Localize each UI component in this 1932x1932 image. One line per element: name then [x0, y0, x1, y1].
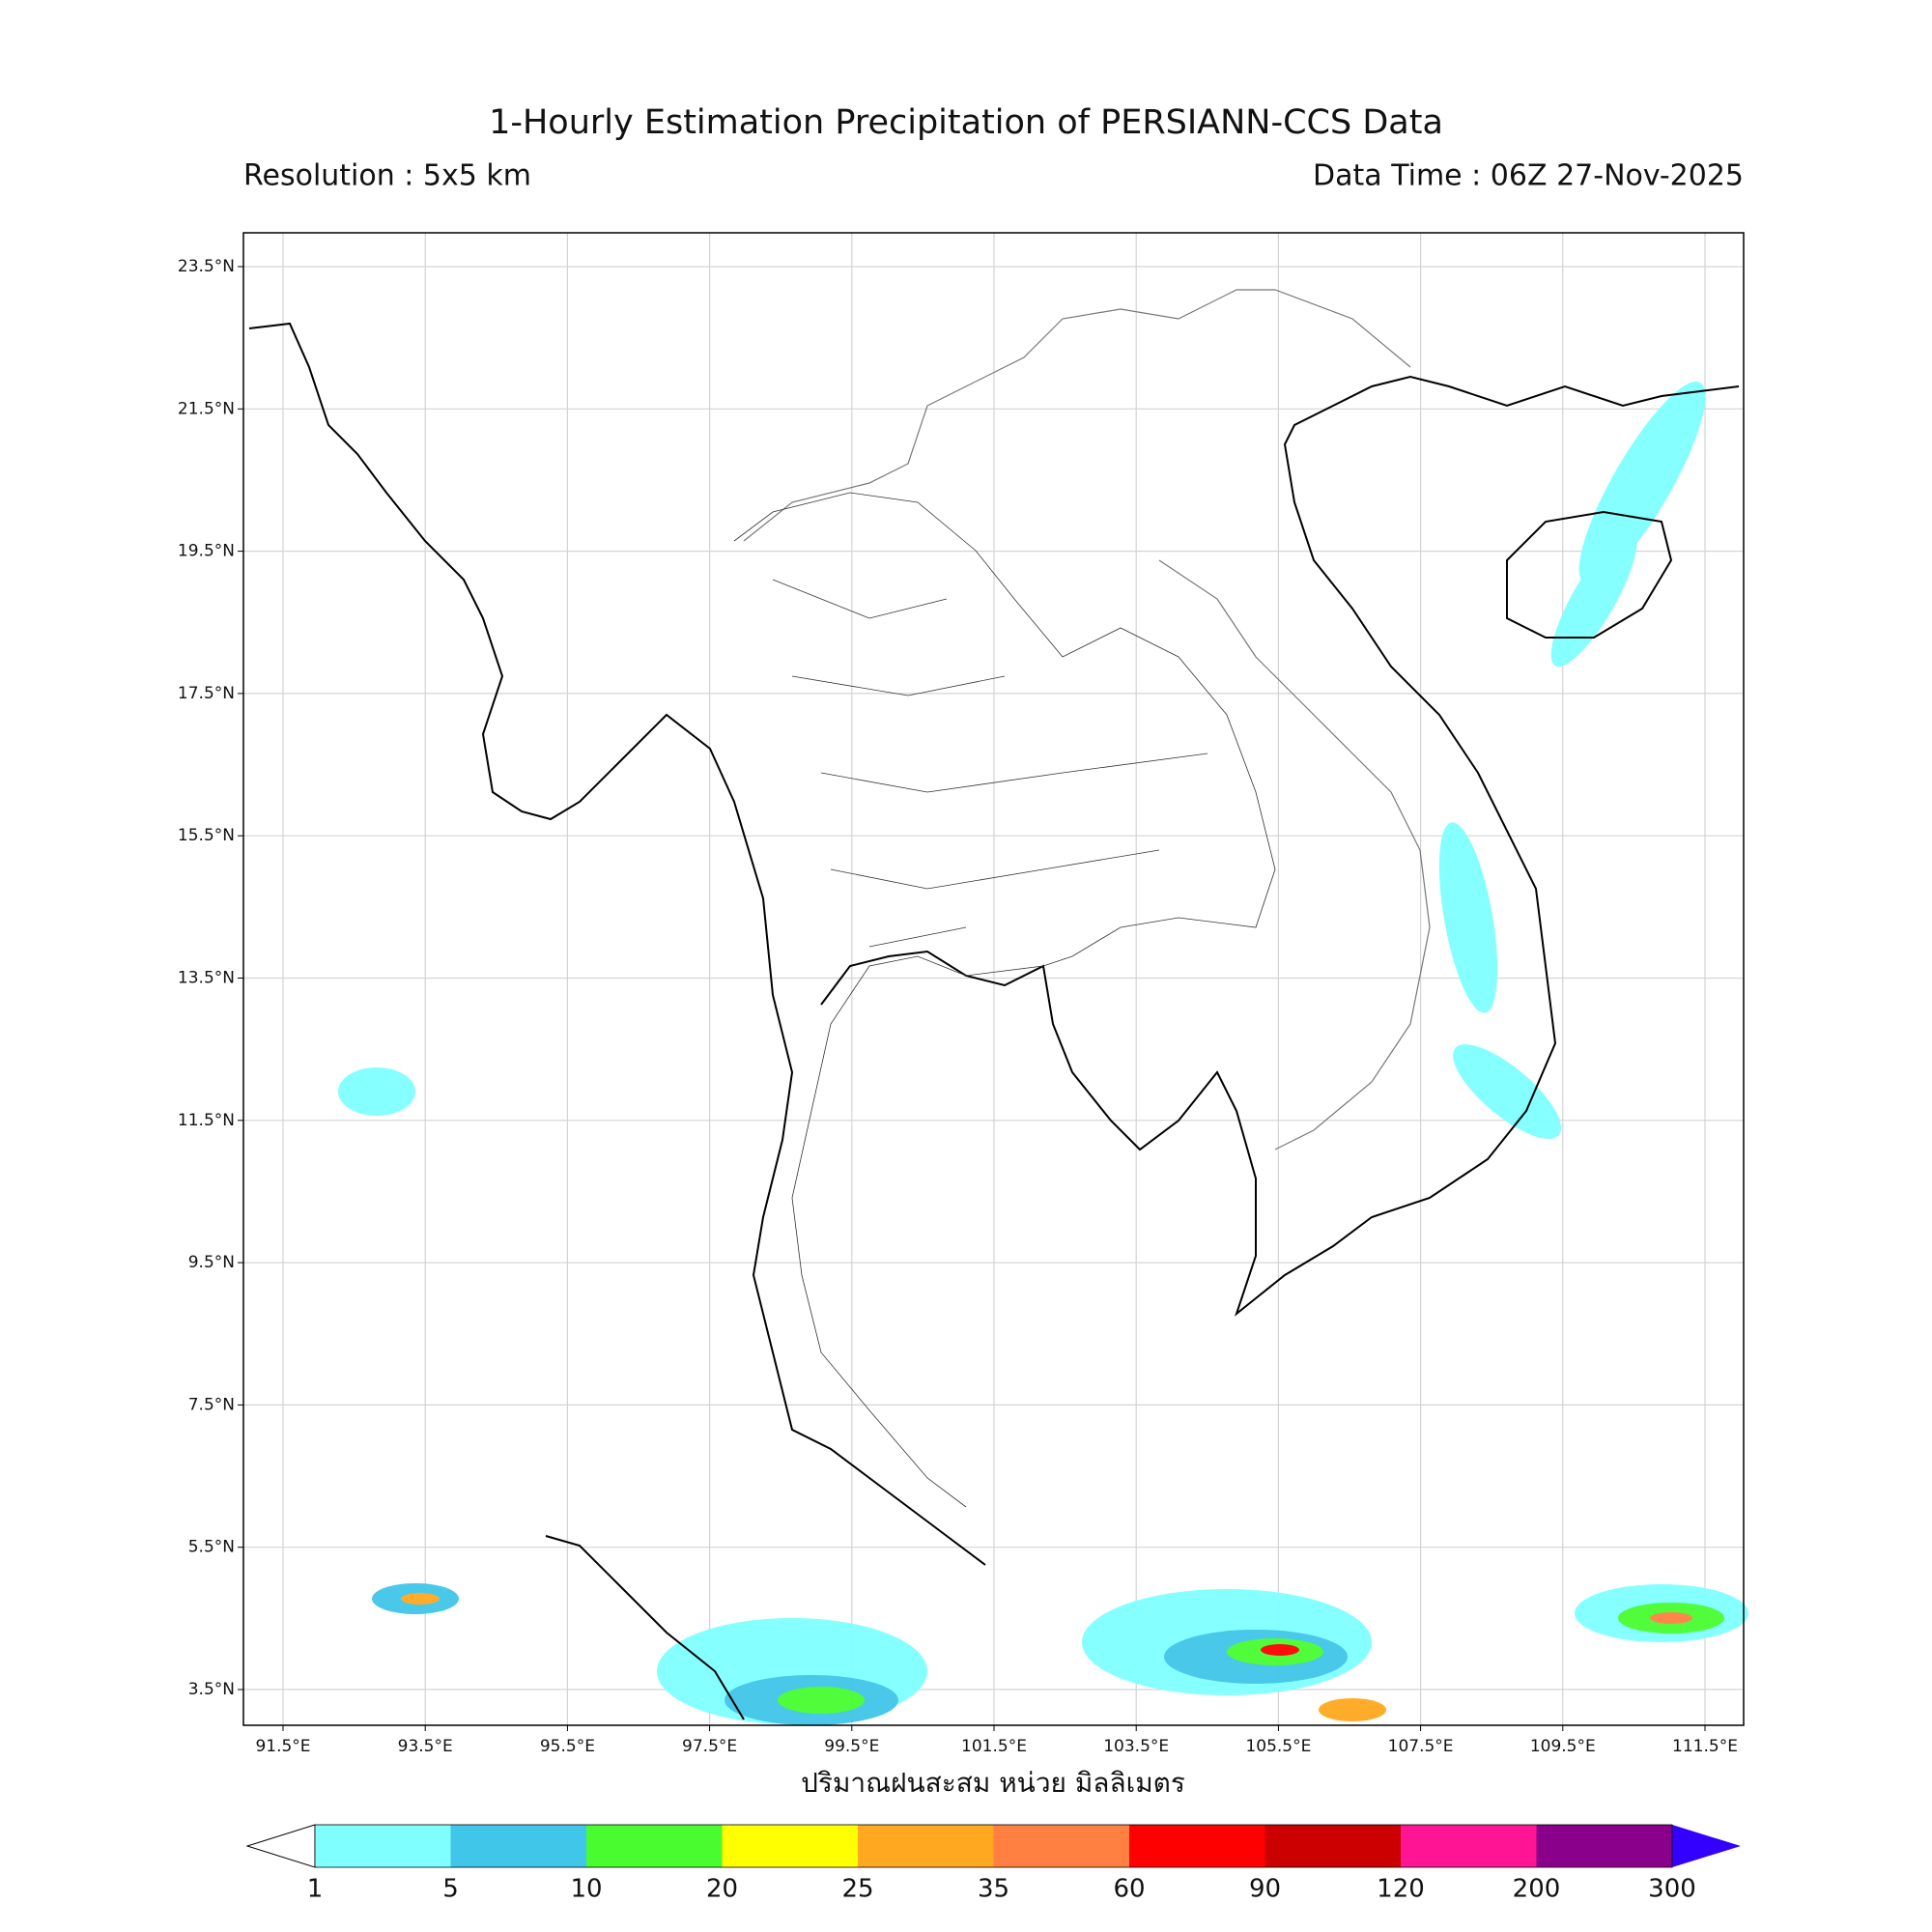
lon-tick-label: 97.5°E	[682, 1737, 737, 1756]
lat-tick-label: 23.5°N	[178, 257, 235, 276]
title: 1-Hourly Estimation Precipitation of PER…	[489, 103, 1443, 142]
rain-area	[1650, 1612, 1692, 1624]
colorbar-segment	[315, 1825, 451, 1867]
colorbar-segment	[993, 1825, 1129, 1867]
colorbar-segment	[1129, 1825, 1265, 1867]
lon-tick-label: 103.5°E	[1103, 1737, 1169, 1756]
colorbar-over	[1672, 1825, 1741, 1867]
lat-tick-label: 13.5°N	[178, 969, 235, 988]
border	[743, 289, 1431, 1151]
coastline	[248, 322, 986, 1566]
colorbar-segment	[722, 1825, 858, 1867]
map-outlines	[248, 289, 1740, 1720]
colorbar: 1 5 10 20 25 35 60 90 120 200 300	[245, 1824, 1741, 1904]
lon-tick-label: 95.5°E	[540, 1737, 595, 1756]
coastline	[545, 1535, 745, 1720]
rain-area	[1261, 1644, 1299, 1656]
colorbar-segment	[1536, 1825, 1672, 1867]
colorbar-label: 1	[307, 1875, 324, 1904]
graticule: 91.5°E 93.5°E 95.5°E 97.5°E 99.5°E 101.5°E 103…	[178, 233, 1744, 1756]
lon-tick-label: 101.5°E	[961, 1737, 1027, 1756]
map-frame	[242, 232, 1745, 1726]
rain-areas	[338, 382, 1748, 1725]
lat-tick-label: 17.5°N	[178, 684, 235, 703]
lon-tick-label: 111.5°E	[1672, 1737, 1738, 1756]
colorbar-segment	[858, 1825, 994, 1867]
lon-tick-label: 99.5°E	[824, 1737, 879, 1756]
lon-tick-label: 91.5°E	[255, 1737, 310, 1756]
rain-area	[1550, 530, 1637, 668]
lat-tick-label: 5.5°N	[188, 1538, 235, 1557]
colorbar-label: 10	[570, 1875, 602, 1904]
rain-area	[401, 1593, 440, 1605]
x-label: ปริมาณฝนสะสม หน่วย มิลลิเมตร	[801, 1767, 1185, 1799]
lat-tick-label: 3.5°N	[188, 1680, 235, 1699]
data-time: Data Time : 06Z 27-Nov-2025	[1313, 159, 1744, 193]
colorbar-segment	[450, 1825, 586, 1867]
colorbar-segment	[1264, 1825, 1401, 1867]
lon-tick-label: 107.5°E	[1388, 1737, 1454, 1756]
colorbar-label: 25	[841, 1875, 873, 1904]
colorbar-label: 5	[442, 1875, 459, 1904]
colorbar-outline	[314, 1824, 1673, 1868]
lat-tick-label: 9.5°N	[188, 1253, 235, 1272]
lon-tick-label: 93.5°E	[398, 1737, 453, 1756]
colorbar-segment	[1401, 1825, 1537, 1867]
lat-tick-label: 19.5°N	[178, 542, 235, 561]
lat-tick-label: 7.5°N	[188, 1395, 235, 1414]
colorbar-label: 35	[978, 1875, 1009, 1904]
lat-tick-label: 15.5°N	[178, 826, 235, 845]
colorbar-label: 120	[1377, 1875, 1425, 1904]
rain-area	[1453, 1044, 1561, 1139]
colorbar-segment	[586, 1825, 723, 1867]
colorbar-label: 60	[1113, 1875, 1145, 1904]
rain-area	[338, 1067, 415, 1116]
colorbar-label: 20	[706, 1875, 738, 1904]
thailand-provinces	[733, 492, 1276, 1508]
rain-area	[778, 1687, 865, 1714]
coastline	[820, 375, 1740, 1317]
lat-tick-label: 21.5°N	[178, 399, 235, 418]
resolution: Resolution : 5x5 km	[243, 159, 531, 193]
lon-tick-label: 105.5°E	[1245, 1737, 1311, 1756]
colorbar-label: 90	[1249, 1875, 1281, 1904]
colorbar-label: 300	[1648, 1875, 1696, 1904]
lon-tick-label: 109.5°E	[1530, 1737, 1596, 1756]
rain-area	[1438, 822, 1498, 1013]
coastline	[1506, 510, 1673, 639]
rain-area	[1578, 382, 1706, 584]
colorbar-label: 200	[1513, 1875, 1561, 1904]
lat-tick-label: 11.5°N	[178, 1111, 235, 1130]
rain-area	[1319, 1698, 1386, 1721]
colorbar-under	[245, 1824, 316, 1868]
